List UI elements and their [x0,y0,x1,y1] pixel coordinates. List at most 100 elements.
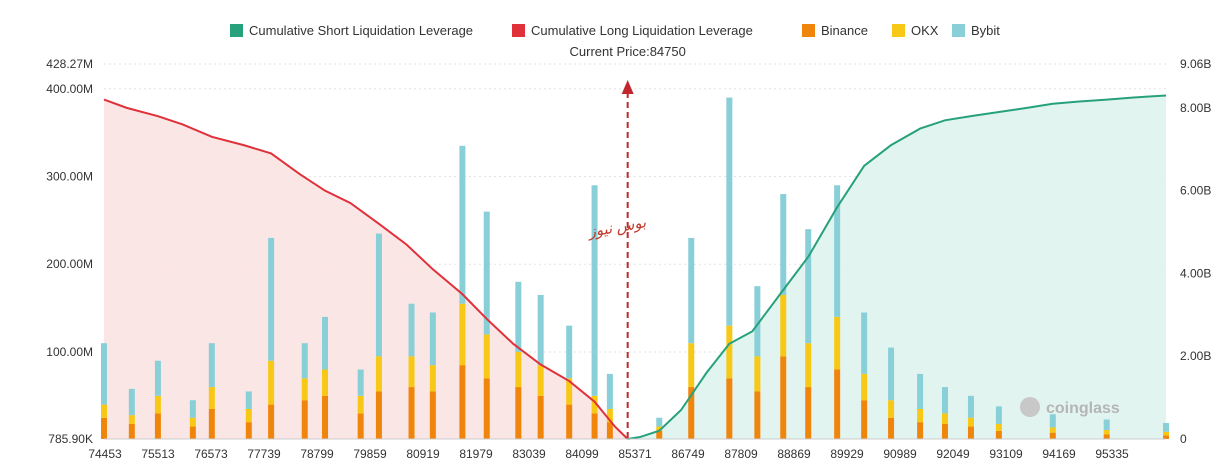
x-tick-label: 89929 [830,447,864,461]
bar-binance [245,422,252,439]
bar-group [1163,423,1169,439]
bar-group [834,185,841,439]
legend-item-1[interactable]: Cumulative Long Liquidation Leverage [512,23,753,38]
bar-group [154,360,161,439]
bar-binance [128,423,135,439]
bar-group [301,343,308,439]
bar-binance [301,400,308,439]
bar-bybit [688,237,695,344]
bar-group [483,211,490,439]
x-tick-label: 80919 [406,447,440,461]
right-tick-label: 4.00B [1180,266,1211,280]
bar-binance [408,387,415,439]
bar-binance [375,391,382,439]
bar-bybit [1163,423,1169,432]
x-tick-label: 90989 [883,447,917,461]
bar-okx [128,415,135,424]
bar-okx [245,408,252,423]
bar-binance [861,400,868,439]
bar-group [1103,419,1110,439]
cumulative-lines [103,94,1167,440]
legend: Cumulative Short Liquidation Leverage Cum… [230,23,1000,38]
current-price-marker [621,80,634,439]
right-tick-label: 0 [1180,432,1187,446]
left-axis: 785.90K 100.00M 200.00M 300.00M 400.00M 428.2… [46,57,93,446]
bar-bybit [888,347,895,401]
legend-swatch [952,24,965,37]
bar-group [591,185,598,439]
bar-group [656,417,663,439]
bar-binance [754,391,761,439]
x-tick-label: 83039 [512,447,546,461]
bar-binance [268,404,275,439]
bar-bybit [189,400,196,418]
bar-binance [566,404,573,439]
bar-okx [754,356,761,392]
bar-binance [322,395,329,439]
bar-group [688,237,695,439]
legend-swatch [802,24,815,37]
bar-group [1049,414,1056,439]
bar-bybit [754,286,761,357]
bar-group [101,343,107,439]
bar-group [917,373,924,439]
bar-binance [995,430,1002,439]
bar-okx [780,294,787,357]
bar-group [537,294,544,439]
bar-okx [322,369,329,396]
watermark-text: coinglass [1046,400,1120,417]
bar-bybit [917,373,924,409]
bar-okx [429,365,436,392]
bar-bybit [805,229,812,344]
bar-group [429,312,436,439]
x-tick-label: 75513 [141,447,175,461]
bar-okx [656,426,663,431]
right-axis: 0 2.00B 4.00B 6.00B 8.00B 9.06B [1180,57,1211,446]
legend-item-4[interactable]: Bybit [952,23,1000,38]
bar-group [408,303,415,439]
bar-binance [834,369,841,439]
legend-label: Binance [821,23,868,38]
bar-bybit [537,294,544,366]
bar-group [375,233,382,439]
legend-item-2[interactable]: Binance [802,23,868,38]
legend-label: Cumulative Long Liquidation Leverage [531,23,753,38]
bar-bybit [834,185,841,317]
bar-group [861,312,868,439]
bar-bybit [322,316,329,370]
bar-bybit [995,406,1002,424]
bar-bybit [967,395,974,418]
bar-bybit [408,303,415,357]
legend-swatch [892,24,905,37]
long-area [104,99,628,440]
bar-group [995,406,1002,439]
short-area [627,95,1166,439]
right-tick-label: 8.00B [1180,101,1211,115]
bar-binance [429,391,436,439]
bar-okx [154,395,161,414]
legend-item-3[interactable]: OKX [892,23,939,38]
bar-okx [688,343,695,388]
bar-bybit [357,369,364,396]
bar-group [780,194,787,439]
bar-group [805,229,812,439]
bar-bybit [429,312,436,366]
bar-bybit [268,237,275,361]
bar-binance [726,378,733,439]
bar-binance [101,417,107,439]
bar-okx [591,395,598,414]
legend-item-0[interactable]: Cumulative Short Liquidation Leverage [230,23,473,38]
coinglass-logo-icon [1020,397,1040,417]
cumulative-areas [104,95,1166,440]
x-tick-label: 92049 [936,447,970,461]
bar-bybit [566,325,573,379]
x-tick-label: 94169 [1042,447,1076,461]
price-arrow-head [621,80,634,94]
x-tick-label: 76573 [194,447,228,461]
bar-okx [301,378,308,401]
bar-bybit [591,185,598,396]
legend-label: Bybit [971,23,1000,38]
bar-group [245,391,252,439]
bar-group [967,395,974,439]
